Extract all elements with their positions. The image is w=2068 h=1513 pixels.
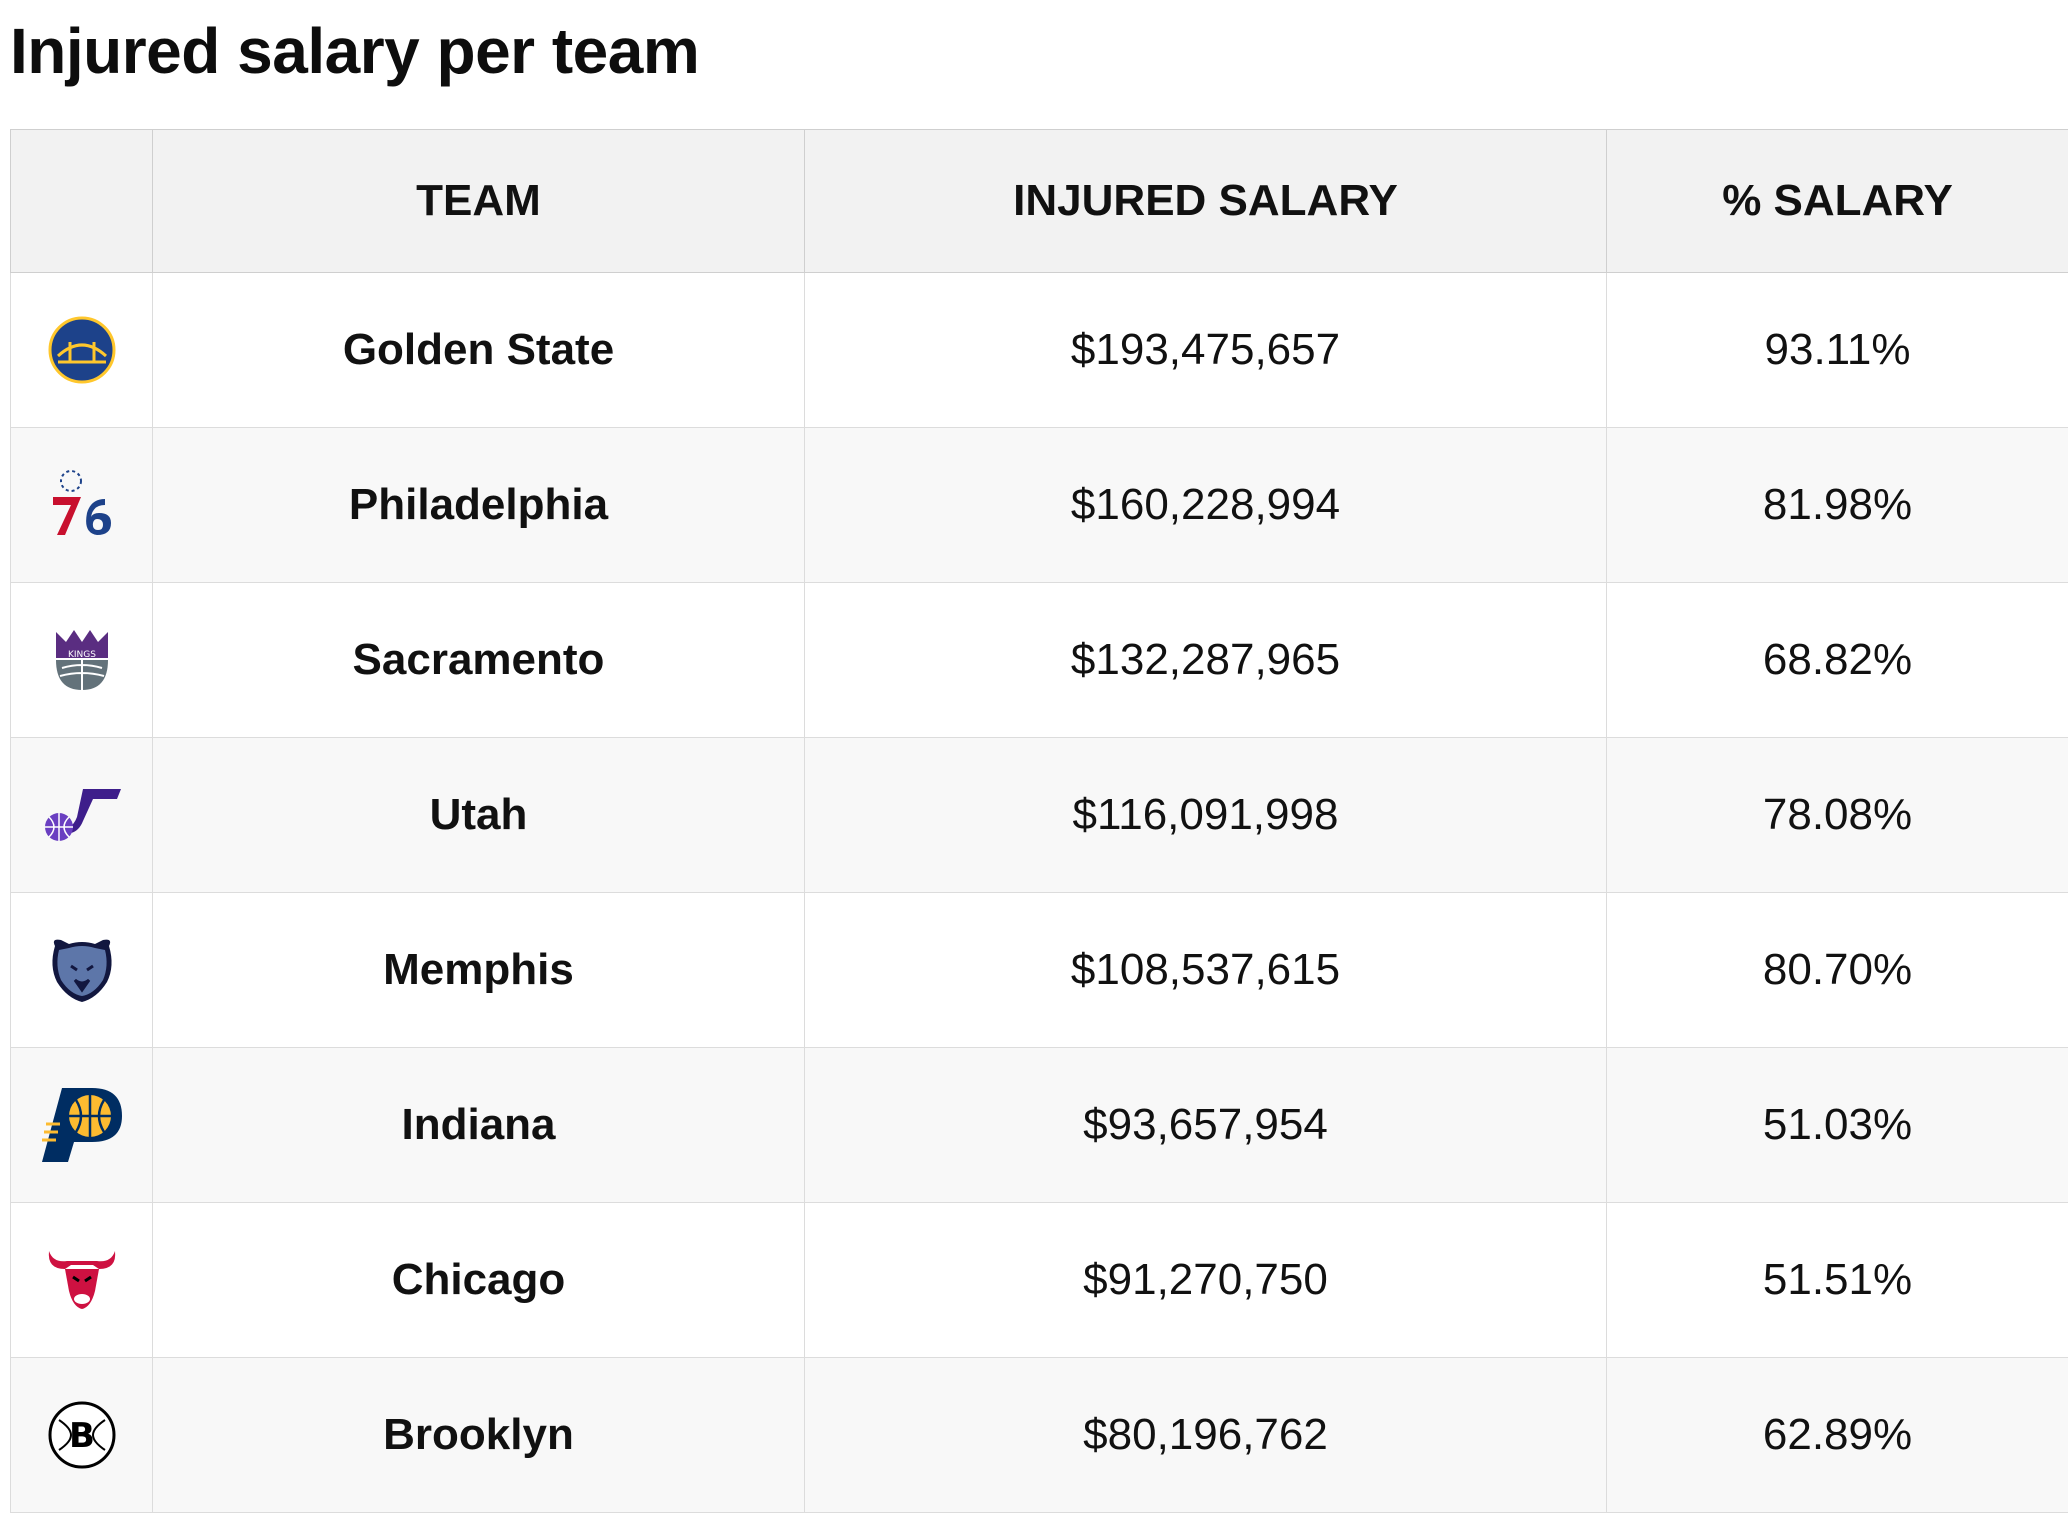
table-header-row: TEAM INJURED SALARY % SALARY	[11, 130, 2068, 273]
injured-salary: $132,287,965	[805, 583, 1607, 738]
table-row: B Brooklyn $80,196,762 62.89%	[11, 1358, 2068, 1513]
table-row: Utah $116,091,998 78.08%	[11, 738, 2068, 893]
team-name: Philadelphia	[153, 428, 805, 583]
table-row: Chicago $91,270,750 51.51%	[11, 1203, 2068, 1358]
pct-salary: 62.89%	[1607, 1358, 2068, 1513]
pct-salary: 93.11%	[1607, 273, 2068, 428]
header-logo[interactable]	[11, 130, 153, 273]
team-name: Chicago	[153, 1203, 805, 1358]
pct-salary: 51.51%	[1607, 1203, 2068, 1358]
svg-text:KINGS: KINGS	[68, 650, 96, 660]
team-logo-cell	[11, 1203, 153, 1358]
table-row: Memphis $108,537,615 80.70%	[11, 893, 2068, 1048]
injured-salary: $116,091,998	[805, 738, 1607, 893]
team-logo-cell: B	[11, 1358, 153, 1513]
team-name: Indiana	[153, 1048, 805, 1203]
injured-salary: $160,228,994	[805, 428, 1607, 583]
header-team[interactable]: TEAM	[153, 130, 805, 273]
injured-salary: $91,270,750	[805, 1203, 1607, 1358]
team-name: Sacramento	[153, 583, 805, 738]
injured-salary: $80,196,762	[805, 1358, 1607, 1513]
team-name: Brooklyn	[153, 1358, 805, 1513]
header-pct-salary[interactable]: % SALARY	[1607, 130, 2068, 273]
jazz-logo-icon	[41, 785, 123, 845]
pct-salary: 68.82%	[1607, 583, 2068, 738]
team-name: Utah	[153, 738, 805, 893]
injured-salary: $193,475,657	[805, 273, 1607, 428]
team-logo-cell	[11, 428, 153, 583]
table-row: Indiana $93,657,954 51.03%	[11, 1048, 2068, 1203]
salary-table: TEAM INJURED SALARY % SALARY Golden Stat…	[10, 129, 2068, 1513]
kings-logo-icon: KINGS	[52, 628, 112, 692]
team-logo-cell	[11, 893, 153, 1048]
table-row: Golden State $193,475,657 93.11%	[11, 273, 2068, 428]
svg-text:B: B	[69, 1416, 95, 1456]
pct-salary: 81.98%	[1607, 428, 2068, 583]
team-logo-cell	[11, 273, 153, 428]
table-row: KINGS Sacramento $132,287,965 68.82%	[11, 583, 2068, 738]
team-logo-cell	[11, 1048, 153, 1203]
team-name: Memphis	[153, 893, 805, 1048]
pct-salary: 78.08%	[1607, 738, 2068, 893]
page-title: Injured salary per team	[10, 14, 699, 88]
warriors-logo-icon	[48, 316, 116, 384]
pct-salary: 51.03%	[1607, 1048, 2068, 1203]
nets-logo-icon: B	[47, 1400, 117, 1470]
team-logo-cell: KINGS	[11, 583, 153, 738]
grizzlies-logo-icon	[47, 936, 117, 1004]
injured-salary: $93,657,954	[805, 1048, 1607, 1203]
team-logo-cell	[11, 738, 153, 893]
pacers-logo-icon	[40, 1086, 124, 1164]
76ers-logo-icon	[47, 469, 117, 541]
team-name: Golden State	[153, 273, 805, 428]
injured-salary: $108,537,615	[805, 893, 1607, 1048]
bulls-logo-icon	[45, 1247, 119, 1313]
header-injured-salary[interactable]: INJURED SALARY	[805, 130, 1607, 273]
table-row: Philadelphia $160,228,994 81.98%	[11, 428, 2068, 583]
pct-salary: 80.70%	[1607, 893, 2068, 1048]
